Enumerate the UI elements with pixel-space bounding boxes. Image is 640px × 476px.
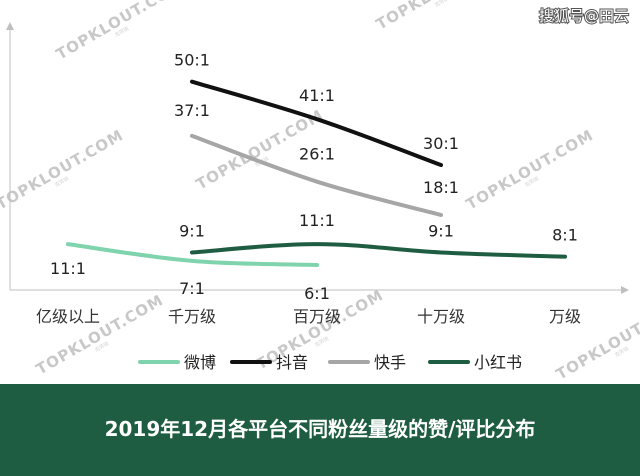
data-label-kuaishou: 26:1 [299, 145, 335, 164]
legend-label-douyin: 抖音 [276, 353, 308, 372]
x-tick-label: 亿级以上 [36, 307, 100, 326]
series-line-xiaohongshu [190, 242, 567, 259]
x-tick-label: 十万级 [417, 307, 465, 326]
legend-label-xiaohongshu: 小红书 [474, 353, 522, 372]
data-label-weibo: 7:1 [179, 279, 205, 298]
data-label-douyin: 50:1 [174, 51, 210, 70]
data-label-douyin: 41:1 [299, 86, 335, 105]
data-label-xiaohongshu: 8:1 [552, 226, 578, 245]
x-tick-label: 万级 [549, 307, 581, 326]
data-label-xiaohongshu: 9:1 [428, 222, 454, 241]
series-line-douyin [190, 79, 443, 167]
legend-label-weibo: 微博 [184, 353, 216, 372]
series-line-kuaishou [190, 133, 443, 217]
watermark-subtext: 克劳锐 [433, 0, 450, 9]
data-label-douyin: 30:1 [423, 134, 459, 153]
watermark-text: TOPKLOUT.COM [463, 126, 597, 214]
chart-title: 2019年12月各平台不同粉丝量级的赞/评比分布 [104, 417, 536, 441]
data-label-weibo: 11:1 [50, 259, 86, 278]
y-axis-arrow-icon [6, 22, 14, 30]
series-line-weibo [66, 242, 319, 267]
data-label-xiaohongshu: 11:1 [299, 211, 335, 230]
x-axis-arrow-icon [621, 286, 629, 294]
title-banner [0, 384, 640, 476]
x-tick-label: 千万级 [168, 307, 216, 326]
data-label-xiaohongshu: 9:1 [179, 222, 205, 241]
source-mark: 搜狐号@田云 [539, 7, 629, 25]
legend-label-kuaishou: 快手 [374, 353, 406, 372]
data-label-weibo: 6:1 [304, 284, 330, 303]
data-label-kuaishou: 18:1 [423, 178, 459, 197]
x-tick-label: 百万级 [293, 307, 341, 326]
watermark-text: TOPKLOUT.COM [33, 291, 167, 379]
watermark-text: TOPKLOUT.COM [0, 126, 127, 214]
data-label-kuaishou: 37:1 [174, 101, 210, 120]
